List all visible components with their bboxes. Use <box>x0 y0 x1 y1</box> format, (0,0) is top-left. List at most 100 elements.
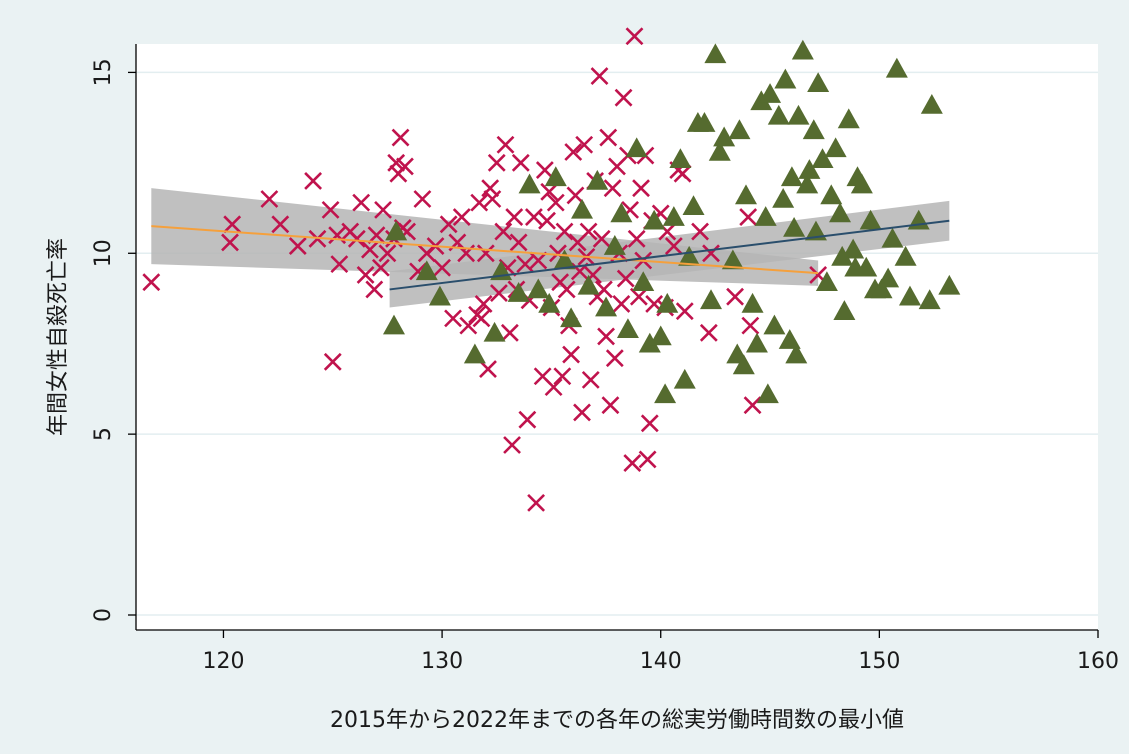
triangle-point <box>704 43 727 64</box>
triangle-point <box>654 383 677 404</box>
triangle-point <box>483 321 506 342</box>
triangle-point <box>734 184 757 205</box>
triangle-point <box>785 343 808 364</box>
x-point <box>347 229 366 248</box>
triangle-point <box>894 245 917 266</box>
y-tick-label: 5 <box>91 427 116 441</box>
triangle-point <box>802 119 825 140</box>
x-point <box>605 349 624 368</box>
triangle-point <box>791 39 814 60</box>
x-tick-label: 120 <box>202 649 244 674</box>
x-point <box>516 255 535 274</box>
x-axis-title: 2015年から2022年までの各年の総実労働時間数の最小値 <box>330 708 904 733</box>
x-point <box>260 190 279 208</box>
x-point <box>673 164 692 183</box>
triangle-point <box>778 329 801 349</box>
y-tick-label: 0 <box>91 608 116 622</box>
x-point <box>579 222 598 241</box>
x-point <box>691 222 710 241</box>
triangle-point <box>829 202 852 223</box>
x-point <box>490 284 508 302</box>
x-point <box>664 237 683 255</box>
triangle-point <box>656 292 679 313</box>
x-point <box>594 280 613 299</box>
triangle-point <box>759 83 782 103</box>
x-point <box>367 226 386 245</box>
x-point <box>535 161 554 179</box>
triangle-point <box>898 285 921 306</box>
triangle-point <box>767 104 790 125</box>
x-tick-label: 140 <box>640 649 682 674</box>
x-point <box>564 143 583 161</box>
triangle-point <box>625 137 648 158</box>
triangle-point <box>774 68 797 89</box>
triangle-point <box>603 235 626 255</box>
x-point <box>413 190 432 208</box>
x-point <box>592 229 611 248</box>
x-point <box>625 27 644 46</box>
x-point <box>623 454 642 472</box>
triangle-point <box>859 209 882 230</box>
x-point <box>555 222 574 241</box>
x-point <box>614 88 633 107</box>
x-point <box>433 258 452 277</box>
triangle-point <box>721 249 744 270</box>
x-point <box>743 396 762 415</box>
x-point <box>330 255 349 274</box>
triangle-point <box>538 292 561 313</box>
triangle-point <box>732 354 755 375</box>
triangle-point <box>577 274 600 295</box>
x-point <box>518 410 537 429</box>
triangle-point <box>787 104 810 125</box>
y-tick-label: 15 <box>91 58 116 86</box>
x-point <box>321 200 340 219</box>
triangle-point <box>560 307 583 328</box>
x-point <box>629 287 648 306</box>
x-point <box>640 414 659 433</box>
triangle-point <box>837 108 860 129</box>
triangle-point <box>682 195 705 216</box>
triangle-point <box>881 227 904 248</box>
x-point <box>356 266 375 284</box>
triangle-point <box>772 188 795 208</box>
triangle-point <box>855 256 878 277</box>
x-point <box>483 190 502 208</box>
x-point <box>371 258 390 277</box>
x-point <box>323 352 342 371</box>
x-point <box>470 193 489 212</box>
fit-line <box>389 219 950 291</box>
triangle-point <box>754 206 777 226</box>
x-point <box>304 172 323 190</box>
plot-area <box>136 44 1098 630</box>
x-point <box>352 193 371 212</box>
x-point <box>566 186 585 205</box>
triangle-point <box>610 202 633 223</box>
x-point <box>142 273 161 292</box>
x-point <box>476 244 495 263</box>
triangle-point <box>918 289 941 310</box>
x-point <box>573 403 591 422</box>
fit-line <box>151 225 819 275</box>
triangle-point <box>595 296 618 317</box>
triangle-point <box>507 282 530 302</box>
triangle-point <box>632 271 655 292</box>
triangle-point <box>669 148 692 169</box>
x-point <box>612 294 631 313</box>
triangle-point <box>616 318 639 339</box>
x-point <box>627 229 646 248</box>
triangle-point <box>553 249 576 270</box>
triangle-point <box>693 112 716 132</box>
x-point <box>472 309 491 328</box>
triangle-point <box>415 260 438 281</box>
triangle-point <box>824 137 847 158</box>
triangle-point <box>756 383 779 404</box>
triangle-point <box>678 245 701 266</box>
x-point <box>529 251 548 270</box>
triangle-point <box>700 289 723 310</box>
x-point <box>599 128 618 147</box>
triangle-point <box>741 292 764 313</box>
triangle-point <box>833 300 856 320</box>
x-point <box>365 280 384 299</box>
x-point <box>538 211 556 230</box>
x-point <box>378 244 397 263</box>
